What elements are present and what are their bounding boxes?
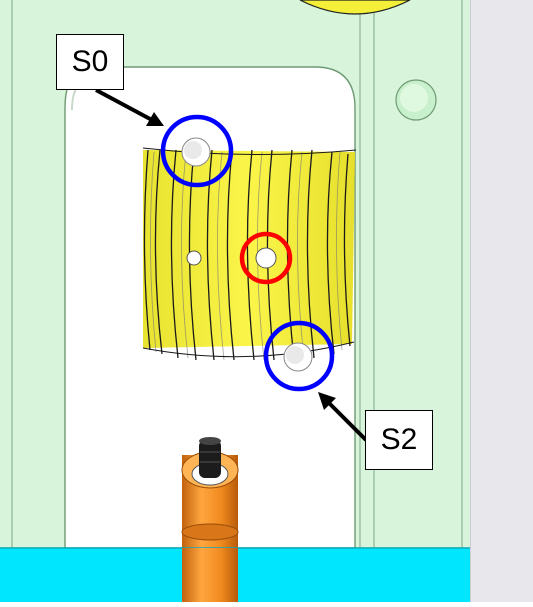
callout-s0-label: S0 [56,34,124,90]
top-yellow-part [299,0,411,15]
blue-circle-s2 [263,320,335,392]
coil-spring [142,147,357,361]
arrow-s0 [95,88,164,126]
gray-panel [470,0,533,602]
callout-s2-label: S2 [365,410,433,470]
hole-small [186,250,202,266]
red-circle-center [239,231,293,285]
blue-circle-s0 [160,114,234,188]
arrow-s2 [318,392,368,442]
hole-center [255,247,277,269]
